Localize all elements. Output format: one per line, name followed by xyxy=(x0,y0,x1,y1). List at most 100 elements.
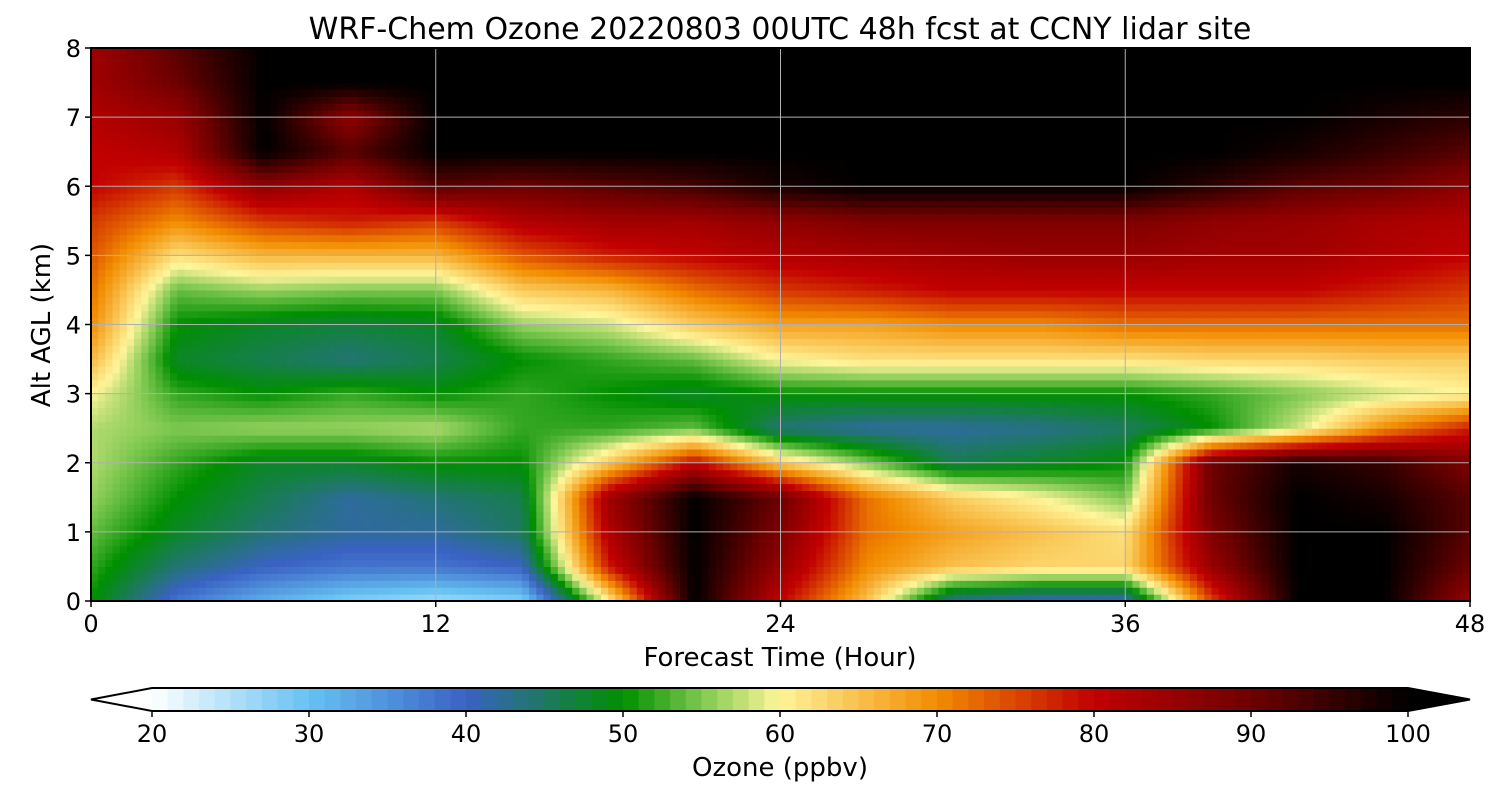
heatmap-cell xyxy=(278,566,286,574)
heatmap-cell xyxy=(184,311,192,319)
heatmap-cell xyxy=(170,269,178,277)
heatmap-cell xyxy=(91,304,99,312)
heatmap-cell xyxy=(292,511,300,519)
heatmap-cell xyxy=(184,560,192,568)
heatmap-cell xyxy=(220,560,228,568)
heatmap-cell xyxy=(127,159,135,167)
heatmap-cell xyxy=(134,470,142,478)
heatmap-cell xyxy=(105,193,113,201)
heatmap-cell xyxy=(457,490,465,498)
heatmap-cell xyxy=(235,276,243,284)
heatmap-cell xyxy=(98,352,106,360)
heatmap-cell xyxy=(529,394,537,402)
heatmap-cell xyxy=(156,145,164,153)
heatmap-cell xyxy=(256,366,264,374)
heatmap-cell xyxy=(292,359,300,367)
heatmap-cell xyxy=(134,380,142,388)
heatmap-cell xyxy=(184,145,192,153)
heatmap-cell xyxy=(227,573,235,581)
heatmap-cell xyxy=(328,96,336,104)
heatmap-cell xyxy=(371,269,379,277)
heatmap-cell xyxy=(436,318,444,326)
heatmap-cell xyxy=(177,387,185,395)
heatmap-cell xyxy=(486,55,494,63)
heatmap-cell xyxy=(350,186,358,194)
heatmap-cell xyxy=(156,366,164,374)
heatmap-cell xyxy=(271,380,279,388)
heatmap-cell xyxy=(120,366,128,374)
heatmap-cell xyxy=(256,62,264,70)
heatmap-cell xyxy=(263,76,271,84)
heatmap-cell xyxy=(170,214,178,222)
heatmap-cell xyxy=(278,345,286,353)
heatmap-cell xyxy=(350,490,358,498)
heatmap-cell xyxy=(500,366,508,374)
heatmap-cell xyxy=(479,497,487,505)
heatmap-cell xyxy=(156,497,164,505)
heatmap-cell xyxy=(299,138,307,146)
heatmap-cell xyxy=(393,373,401,381)
heatmap-cell xyxy=(357,248,365,256)
heatmap-cell xyxy=(515,539,523,547)
heatmap-cell xyxy=(235,560,243,568)
heatmap-cell xyxy=(134,48,142,56)
heatmap-cell xyxy=(213,131,221,139)
heatmap-cell xyxy=(314,248,322,256)
heatmap-cell xyxy=(127,546,135,554)
heatmap-cell xyxy=(393,48,401,56)
heatmap-cell xyxy=(306,435,314,443)
heatmap-cell xyxy=(464,380,472,388)
heatmap-cell xyxy=(522,89,530,97)
heatmap-cell xyxy=(91,587,99,595)
heatmap-cell xyxy=(328,214,336,222)
heatmap-cell xyxy=(429,290,437,298)
heatmap-cell xyxy=(249,276,257,284)
heatmap-cell xyxy=(457,449,465,457)
heatmap-cell xyxy=(457,48,465,56)
heatmap-cell xyxy=(170,407,178,415)
heatmap-cell xyxy=(371,401,379,409)
heatmap-cell xyxy=(400,207,408,215)
heatmap-cell xyxy=(98,62,106,70)
heatmap-cell xyxy=(292,401,300,409)
heatmap-cell xyxy=(407,131,415,139)
heatmap-cell xyxy=(235,255,243,263)
heatmap-cell xyxy=(536,359,544,367)
heatmap-cell xyxy=(184,490,192,498)
heatmap-cell xyxy=(364,124,372,132)
heatmap-cell xyxy=(242,407,250,415)
heatmap-cell xyxy=(105,131,113,139)
heatmap-cell xyxy=(357,269,365,277)
heatmap-cell xyxy=(385,380,393,388)
heatmap-cell xyxy=(141,214,149,222)
heatmap-cell xyxy=(371,242,379,250)
heatmap-cell xyxy=(98,345,106,353)
heatmap-cell xyxy=(450,138,458,146)
heatmap-cell xyxy=(378,311,386,319)
heatmap-cell xyxy=(421,214,429,222)
heatmap-cell xyxy=(407,456,415,464)
heatmap-cell xyxy=(393,76,401,84)
heatmap-cell xyxy=(220,96,228,104)
heatmap-cell xyxy=(105,186,113,194)
heatmap-cell xyxy=(407,511,415,519)
heatmap-cell xyxy=(378,48,386,56)
heatmap-cell xyxy=(256,235,264,243)
heatmap-cell xyxy=(522,325,530,333)
heatmap-cell xyxy=(127,193,135,201)
heatmap-cell xyxy=(263,172,271,180)
heatmap-cell xyxy=(436,504,444,512)
heatmap-cell xyxy=(493,504,501,512)
heatmap-cell xyxy=(177,269,185,277)
heatmap-cell xyxy=(220,553,228,561)
heatmap-cell xyxy=(292,55,300,63)
heatmap-cell xyxy=(227,539,235,547)
heatmap-cell xyxy=(429,172,437,180)
heatmap-cell xyxy=(472,69,480,77)
heatmap-cell xyxy=(306,69,314,77)
heatmap-cell xyxy=(299,449,307,457)
heatmap-cell xyxy=(321,325,329,333)
heatmap-cell xyxy=(213,546,221,554)
heatmap-cell xyxy=(357,283,365,291)
heatmap-cell xyxy=(479,456,487,464)
